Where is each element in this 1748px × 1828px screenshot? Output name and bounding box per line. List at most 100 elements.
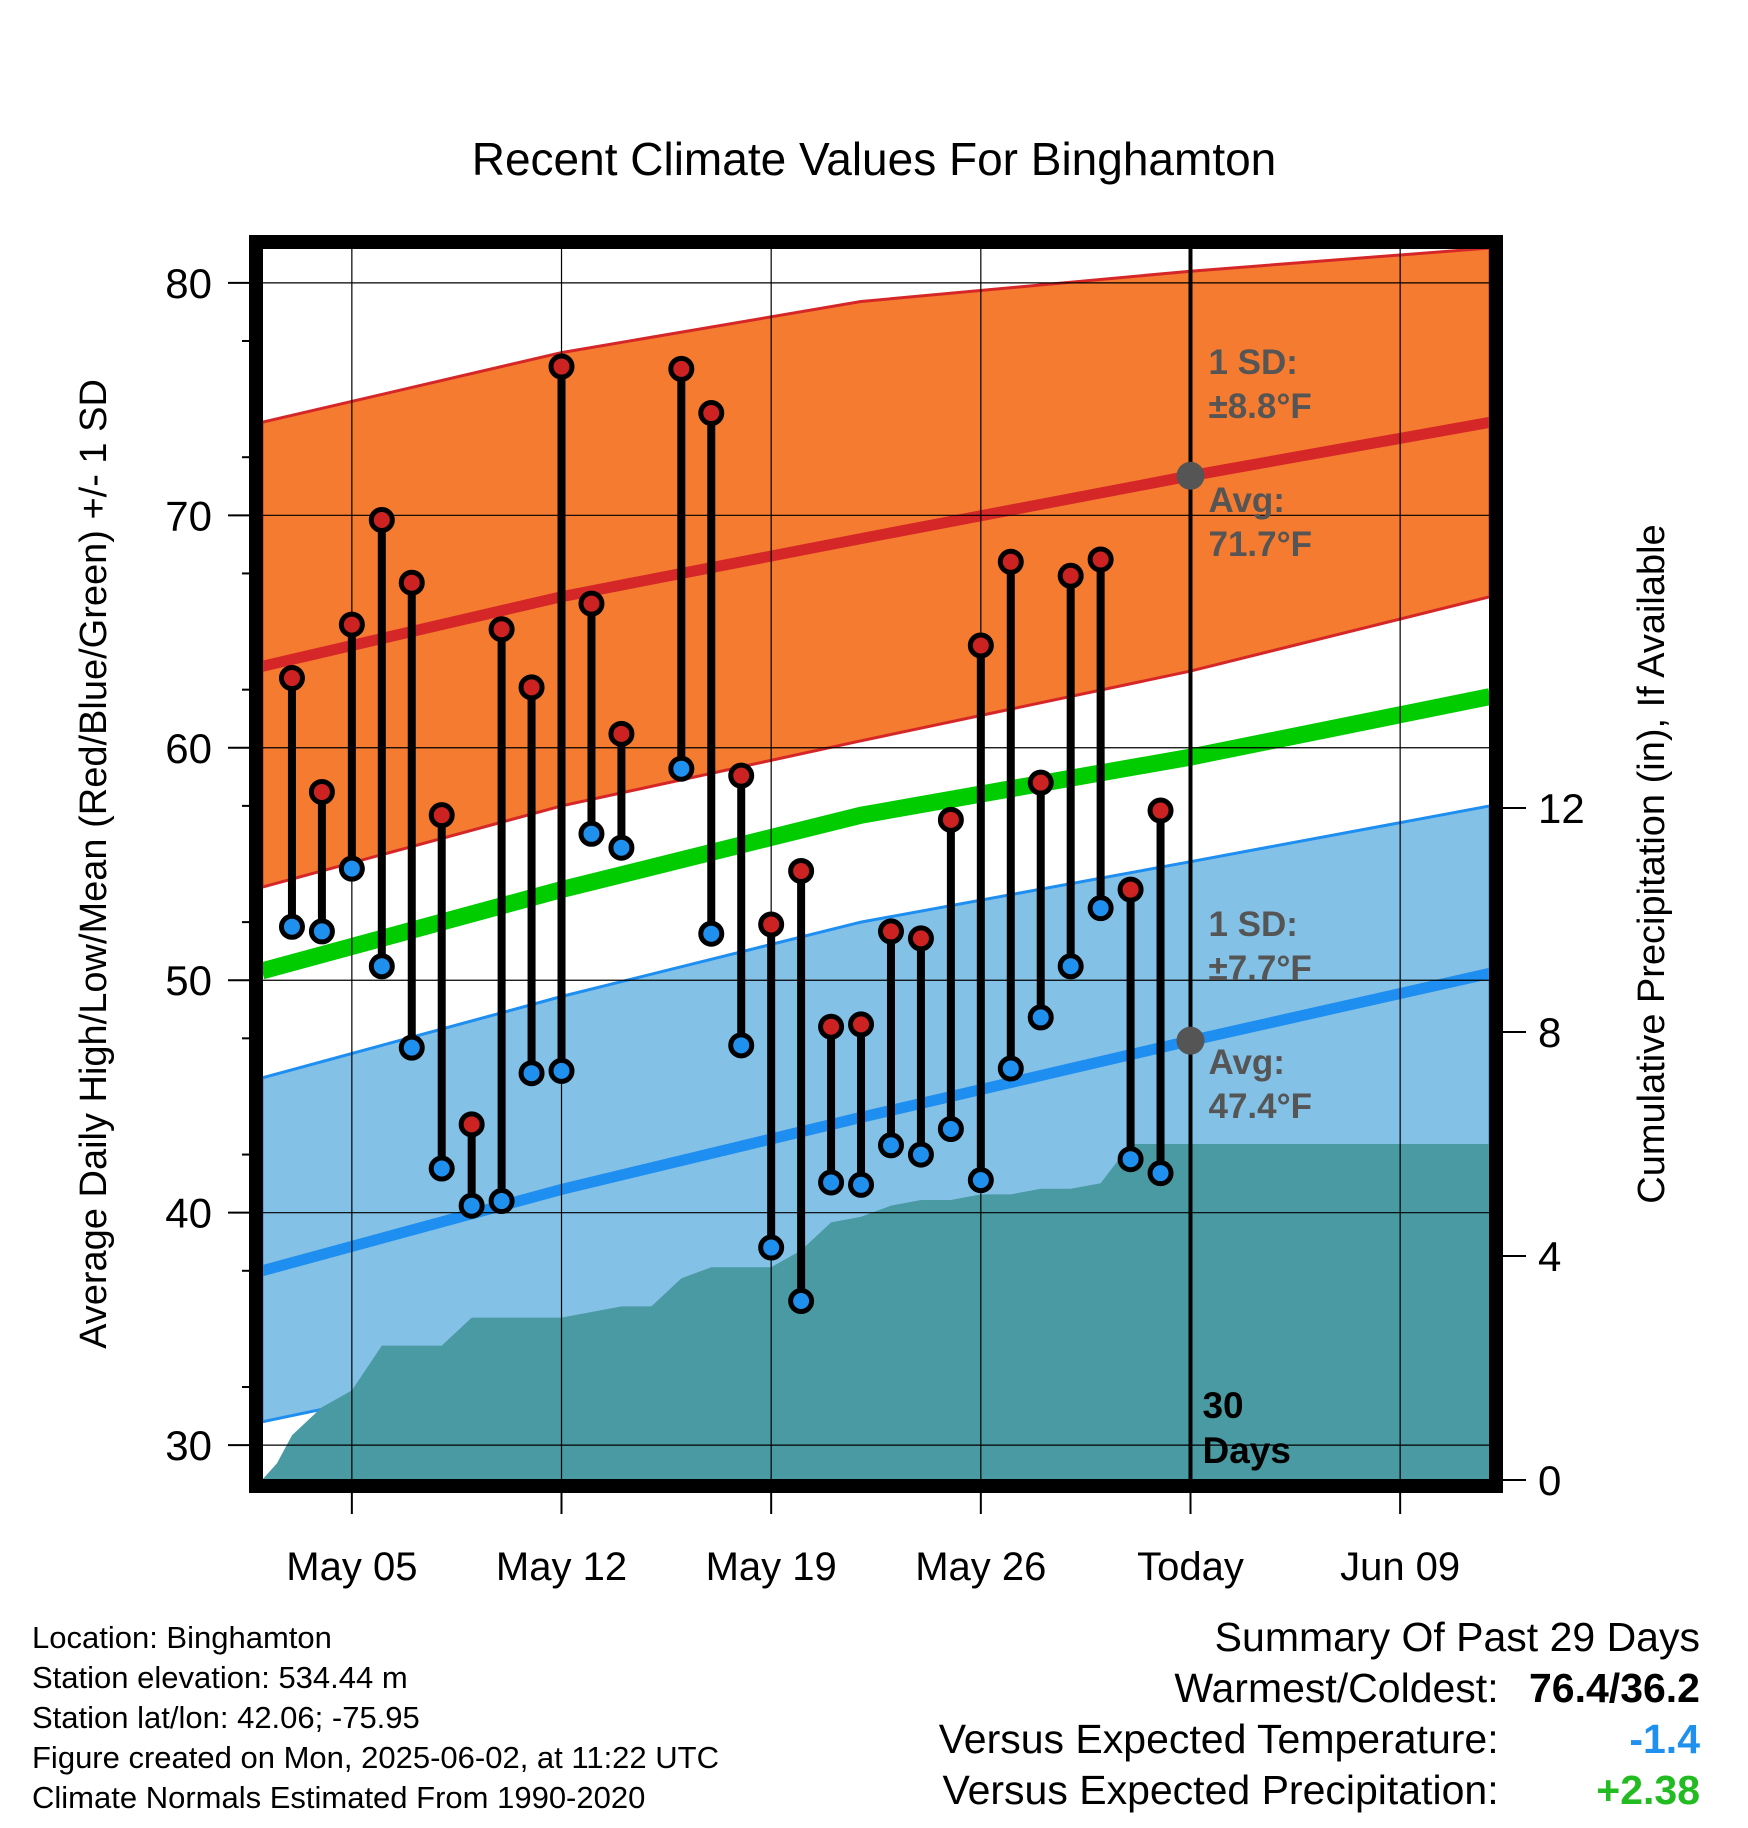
daily-low-point [728,1032,755,1059]
daily-high-point [788,857,815,884]
daily-low-point [907,1141,934,1168]
daily-high-point [818,1013,845,1040]
daily-low-point [967,1167,994,1194]
daily-high-point [997,548,1024,575]
daily-high-point [698,400,725,427]
y2-tick-label: 12 [1538,785,1585,832]
daily-high-point [518,674,545,701]
warm-cold-label: Warmest/Coldest: [1174,1665,1499,1711]
y-tick-label: 70 [165,492,212,539]
temp-label: Versus Expected Temperature: [938,1716,1499,1762]
high-sd-label: 1 SD: [1208,343,1297,382]
daily-low-point [368,953,395,980]
y-tick-label: 80 [165,260,212,307]
y-axis-label: Average Daily High/Low/Mean (Red/Blue/Gr… [73,379,115,1349]
summary-heading: Summary Of Past 29 Days [1214,1614,1700,1660]
daily-low-point [937,1115,964,1142]
daily-high-point [848,1011,875,1038]
daily-high-point [937,806,964,833]
days-label-number: 30 [1202,1385,1243,1426]
daily-low-point [668,755,695,782]
daily-low-point [698,920,725,947]
daily-low-point [548,1057,575,1084]
daily-low-point [997,1055,1024,1082]
y-tick-label: 60 [165,725,212,772]
daily-low-point [398,1034,425,1061]
daily-low-point [338,855,365,882]
low-avg-value: 47.4°F [1208,1087,1312,1126]
daily-high-point [398,569,425,596]
station-location: Location: Binghamton [32,1620,332,1655]
summary-temp: Versus Expected Temperature: -1.4 [939,1714,1700,1765]
daily-high-point [368,506,395,533]
daily-low-point [877,1132,904,1159]
daily-low-point [518,1060,545,1087]
daily-high-point [1117,876,1144,903]
daily-low-point [488,1188,515,1215]
daily-high-point [877,918,904,945]
x-tick-label: May 05 [286,1545,417,1589]
daily-low-point [818,1169,845,1196]
daily-low-point [1087,895,1114,922]
daily-low-point [1117,1146,1144,1173]
precip-label: Versus Expected Precipitation: [942,1767,1499,1813]
summary-precip: Versus Expected Precipitation: +2.38 [939,1765,1701,1816]
daily-high-point [728,762,755,789]
daily-high-point [338,611,365,638]
y-tick-label: 30 [165,1422,212,1469]
high-avg-label: Avg: [1208,481,1284,520]
daily-high-point [458,1111,485,1138]
high-avg-value: 71.7°F [1208,525,1312,564]
daily-high-point [967,632,994,659]
daily-high-point [428,802,455,829]
x-tick-label: May 26 [915,1545,1046,1589]
summary-panel: Summary Of Past 29 Days Warmest/Coldest:… [939,1612,1700,1816]
normals-period: Climate Normals Estimated From 1990-2020 [32,1780,646,1815]
daily-low-point [428,1155,455,1182]
daily-low-point [1057,953,1084,980]
temp-value: -1.4 [1629,1716,1700,1762]
chart-title: Recent Climate Values For Binghamton [472,133,1277,185]
daily-low-point [608,834,635,861]
summary-warm-cold: Warmest/Coldest: 76.4/36.2 [939,1663,1700,1714]
daily-low-point [788,1288,815,1315]
daily-low-point [278,913,305,940]
daily-high-point [488,616,515,643]
x-tick-label: Today [1137,1545,1244,1589]
daily-low-point [308,918,335,945]
x-tick-label: May 19 [706,1545,837,1589]
daily-high-point [668,355,695,382]
low-sd-label: 1 SD: [1208,905,1297,944]
daily-high-point [1087,546,1114,573]
x-tick-label: May 12 [496,1545,627,1589]
y2-axis-label: Cumulative Precipitation (in), If Availa… [1631,524,1673,1203]
low-sd-value: ±7.7°F [1208,949,1311,988]
high-sd-value: ±8.8°F [1208,387,1311,426]
mean-avg-line [262,688,1490,980]
daily-high-point [1147,797,1174,824]
daily-low-point [1027,1004,1054,1031]
station-latlon: Station lat/lon: 42.06; -75.95 [32,1700,420,1735]
high-avg-line [262,416,1490,672]
plot-area: 1 SD: ±8.8°F Avg: 71.7°F 1 SD: ±7.7°F Avg: 47.4… [262,248,1490,1480]
today-low-avg-marker [1176,1026,1205,1055]
daily-high-point [278,665,305,692]
climate-chart: 1 SD: ±8.8°F Avg: 71.7°F 1 SD: ±7.7°F Avg: 47.4… [73,133,1673,1589]
daily-low-point [458,1192,485,1219]
x-tick-label: Jun 09 [1340,1545,1460,1589]
y-tick-label: 50 [165,957,212,1004]
daily-high-point [608,720,635,747]
station-elevation: Station elevation: 534.44 m [32,1660,408,1695]
daily-low-point [578,820,605,847]
daily-high-point [578,590,605,617]
station-info: Location: Binghamton Station elevation: … [32,1618,719,1818]
days-label-text: Days [1202,1430,1290,1471]
today-high-avg-marker [1176,461,1205,490]
daily-high-point [308,778,335,805]
daily-low-point [848,1171,875,1198]
daily-low-point [758,1234,785,1261]
precip-value: +2.38 [1596,1767,1700,1813]
figure-created: Figure created on Mon, 2025-06-02, at 11… [32,1740,719,1775]
high-sd-band [262,248,1490,889]
plot-frame [249,235,1503,1493]
